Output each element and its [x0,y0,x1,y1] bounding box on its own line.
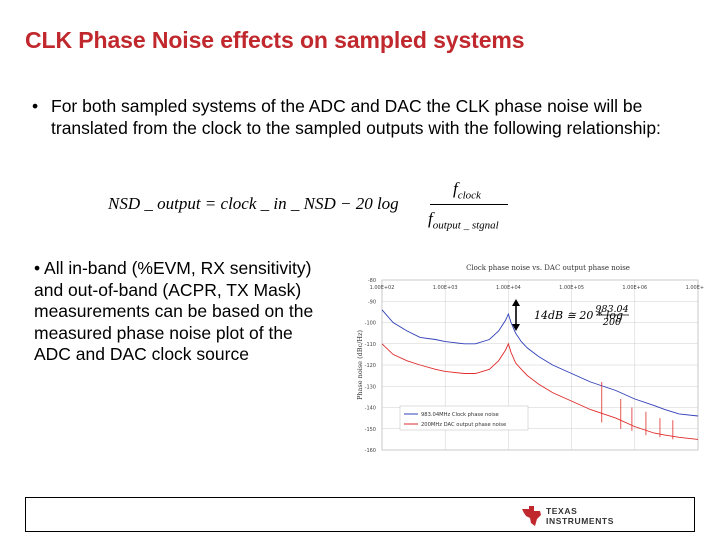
x-tick-label: 1.00E+06 [622,285,647,291]
formula-numerator: fclock [453,179,481,202]
nsd-formula: NSD _ output = clock _ in _ NSD − 20 log… [108,178,528,236]
y-tick-label: -80 [368,278,376,284]
ti-logo-icon [522,506,541,526]
y-axis-label: Phase noise (dBc/Hz) [356,330,364,401]
bullet-relationship: • For both sampled systems of the ADC and… [32,96,711,139]
y-tick-label: -150 [365,427,376,433]
page-title: CLK Phase Noise effects on sampled syste… [25,27,525,53]
x-tick-label: 1.00E+03 [433,285,458,291]
annotation-numerator: 983.04 [595,304,628,315]
bullet-relationship-text: For both sampled systems of the ADC and … [51,96,661,138]
annotation-arrow-head-up [512,299,520,306]
formula-fraction-bar [430,204,508,205]
y-tick-label: -90 [368,299,376,305]
y-tick-label: -160 [365,448,376,454]
y-tick-label: -100 [365,321,376,327]
y-tick-label: -110 [365,342,376,348]
x-tick-label: 1.00E+07 [686,285,704,291]
formula-denominator: foutput _ stgnal [428,209,499,232]
bullet-measurements: • All in-band (%EVM, RX sensitivity) and… [34,258,314,365]
bullet-marker: • [32,96,39,116]
ti-logo-line1: TEXAS [546,506,578,516]
annotation-text: 14dB ≅ 20 * log [534,309,623,322]
x-tick-label: 1.00E+04 [496,285,521,291]
ti-logo-line2: INSTRUMENTS [546,516,614,526]
annotation-arrow-head-down [512,324,520,331]
annotation-denominator: 200 [602,317,621,328]
chart-title: Clock phase noise vs. DAC output phase n… [466,264,630,272]
phase-noise-chart: -80 -90 -100 -110 -120 -130 -140 -150 -160 1.00E+… [348,258,704,454]
legend-label-1: 983.04MHz Clock phase noise [421,412,499,418]
ti-logo: TEXAS INSTRUMENTS [520,505,630,529]
footer-box [25,497,695,532]
x-tick-label: 1.00E+02 [370,285,395,291]
x-tick-label: 1.00E+05 [559,285,584,291]
y-tick-label: -130 [365,384,376,390]
y-tick-label: -140 [365,406,376,412]
legend-label-2: 200MHz DAC output phase noise [421,422,506,428]
phase-noise-chart-svg: -80 -90 -100 -110 -120 -130 -140 -150 -160 1.00E+… [356,264,704,454]
formula-lhs: NSD _ output = clock _ in _ NSD − 20 log [108,194,399,213]
legend-box [399,405,529,431]
y-tick-label: -120 [365,363,376,369]
series-line-1 [381,309,699,417]
